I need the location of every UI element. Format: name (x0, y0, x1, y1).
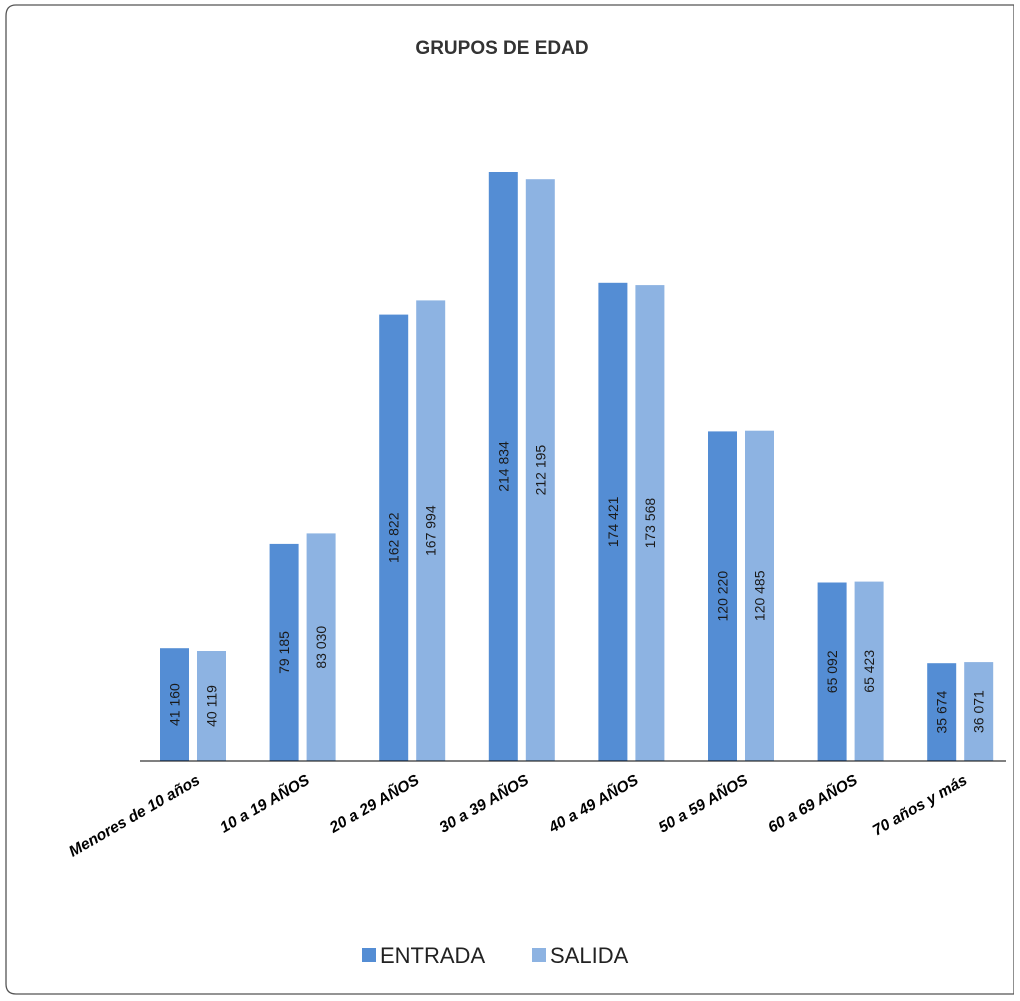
bar-chart: GRUPOS DE EDAD 41 160 40 119 79 185 83 030 1… (5, 4, 1014, 995)
bar-salida-0 (197, 651, 226, 761)
data-label-entrada-2: 162 822 (386, 512, 402, 563)
category-label-5: 50 a 59 AÑOS (655, 771, 751, 837)
data-label-salida-5: 120 485 (752, 570, 768, 621)
bar-entrada-3 (488, 172, 518, 761)
category-label-1: 10 a 19 AÑOS (217, 771, 313, 837)
chart-frame: GRUPOS DE EDAD 41 160 40 119 79 185 83 030 1… (4, 4, 1014, 996)
category-label-0: Menores de 10 años (66, 772, 203, 861)
data-label-salida-3: 212 195 (532, 445, 548, 496)
data-label-entrada-5: 120 220 (715, 571, 731, 622)
category-label-3: 30 a 39 AÑOS (436, 771, 532, 837)
data-label-salida-2: 167 994 (423, 505, 439, 556)
bar-salida-5 (745, 430, 774, 761)
data-label-salida-1: 83 030 (313, 626, 329, 669)
legend-label-entrada: ENTRADA (380, 943, 485, 968)
category-label-4: 40 a 49 AÑOS (545, 771, 642, 838)
bar-salida-3 (525, 179, 555, 761)
legend-label-salida: SALIDA (550, 943, 629, 968)
data-label-salida-4: 173 568 (642, 498, 658, 549)
bar-salida-1 (306, 533, 336, 761)
data-label-salida-0: 40 119 (204, 685, 220, 727)
bar-salida-7 (964, 662, 994, 761)
data-label-salida-7: 36 071 (971, 690, 987, 733)
category-label-2: 20 a 29 AÑOS (326, 771, 423, 838)
bar-salida-4 (635, 285, 665, 761)
legend-swatch-salida (532, 948, 546, 962)
bar-entrada-1 (269, 543, 299, 761)
chart-border (5, 4, 1014, 995)
legend: ENTRADA SALIDA (362, 943, 629, 968)
data-label-entrada-4: 174 421 (605, 496, 621, 547)
data-label-salida-6: 65 423 (861, 650, 877, 693)
bars-layer: 41 160 40 119 79 185 83 030 162 822 167 994 21… (160, 172, 994, 761)
category-label-7: 70 años y más (870, 772, 971, 840)
bar-entrada-0 (160, 648, 189, 761)
bar-salida-6 (854, 581, 884, 761)
bar-entrada-6 (817, 582, 847, 761)
bar-entrada-2 (379, 314, 409, 761)
bar-entrada-7 (927, 663, 957, 761)
data-label-entrada-6: 65 092 (824, 650, 840, 693)
chart-title: GRUPOS DE EDAD (415, 38, 588, 59)
data-label-entrada-0: 41 160 (167, 683, 183, 726)
bar-salida-2 (416, 300, 446, 761)
category-labels: Menores de 10 años 10 a 19 AÑOS 20 a 29 AÑ… (66, 771, 970, 861)
bar-entrada-5 (708, 431, 737, 761)
bar-entrada-4 (598, 282, 628, 761)
legend-swatch-entrada (362, 948, 376, 962)
data-label-entrada-7: 35 674 (934, 690, 950, 733)
category-label-6: 60 a 69 AÑOS (765, 771, 861, 837)
data-label-entrada-1: 79 185 (276, 631, 292, 674)
data-label-entrada-3: 214 834 (495, 441, 511, 492)
